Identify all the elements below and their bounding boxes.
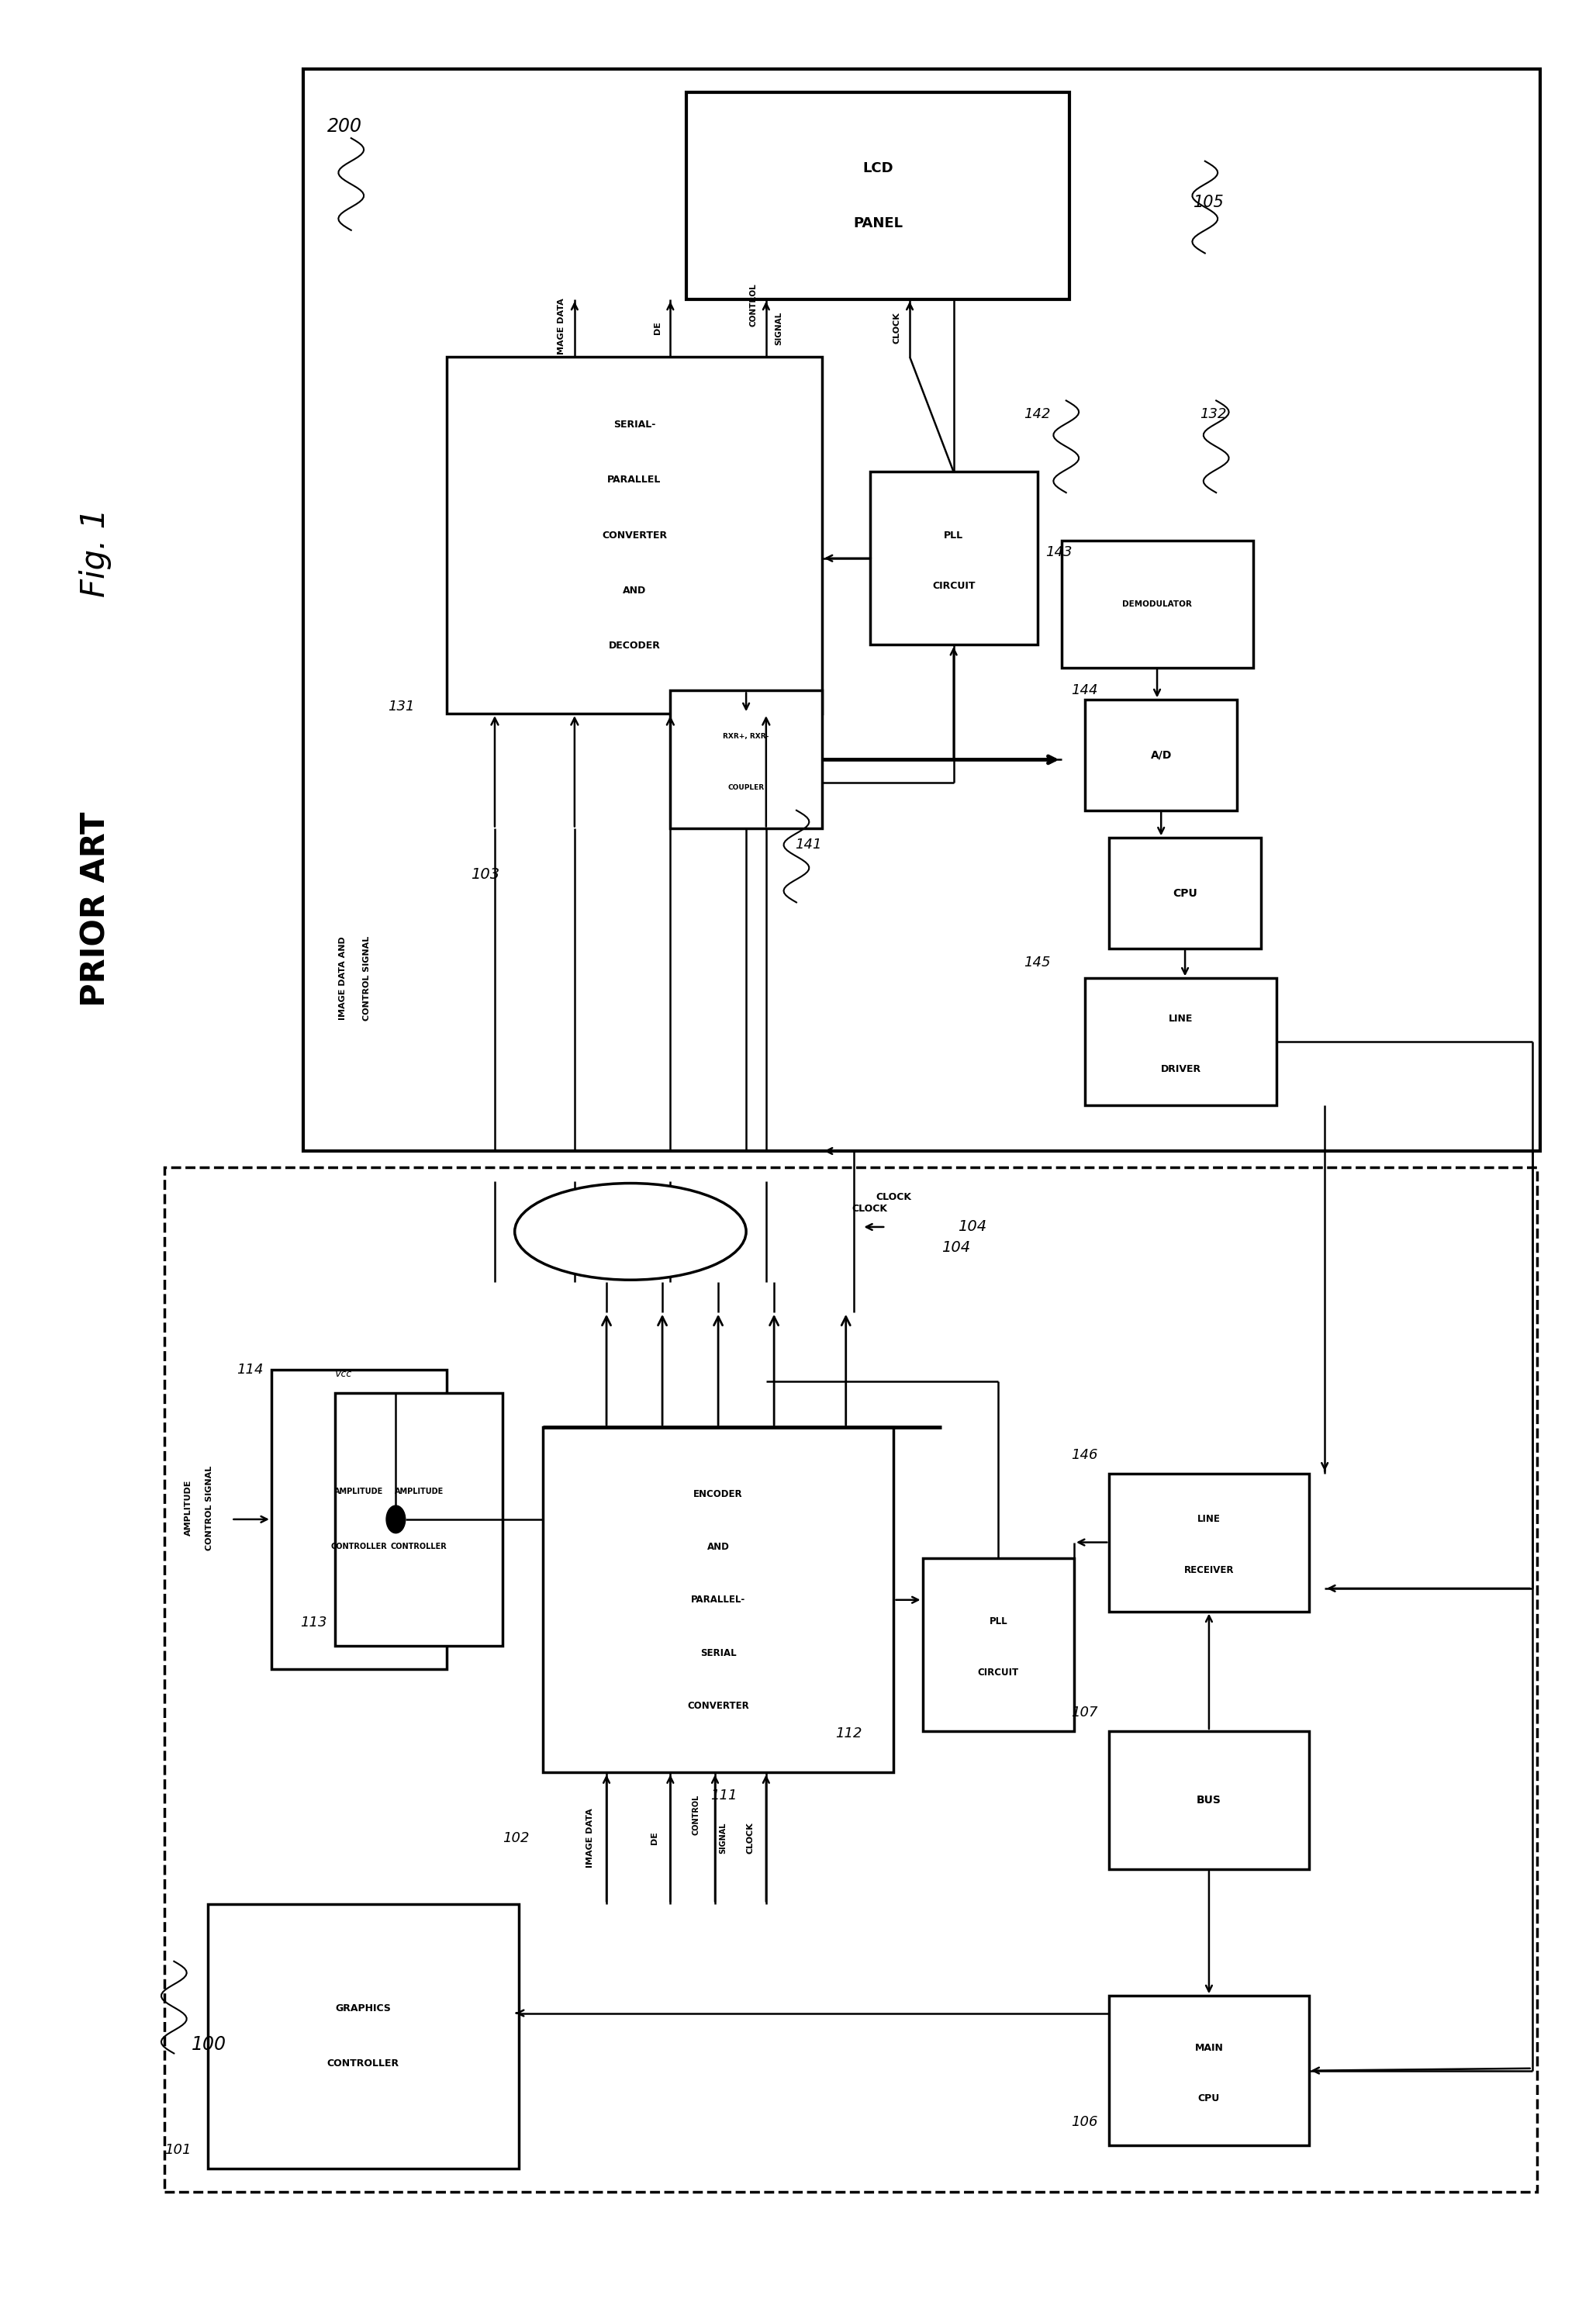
Text: 114: 114 [236, 1363, 263, 1377]
Bar [164, 1167, 1537, 2192]
Text: Fig. 1: Fig. 1 [80, 509, 112, 596]
Text: 113: 113 [300, 1616, 327, 1630]
Text: PARALLEL: PARALLEL [608, 474, 661, 486]
Text: DE: DE [654, 322, 661, 334]
Bar [1109, 1473, 1309, 1611]
Text: 104: 104 [942, 1241, 970, 1255]
Text: CONVERTER: CONVERTER [602, 529, 667, 541]
Bar [543, 1427, 894, 1773]
Text: CONTROL: CONTROL [693, 1796, 699, 1835]
Text: IMAGE DATA AND: IMAGE DATA AND [340, 937, 346, 1020]
Bar [1061, 541, 1253, 668]
Text: 106: 106 [1071, 2116, 1098, 2129]
Text: SERIAL-: SERIAL- [613, 419, 656, 430]
Text: CLOCK: CLOCK [852, 1204, 887, 1213]
Bar [271, 1370, 447, 1669]
Text: 104: 104 [958, 1220, 986, 1234]
Text: 132: 132 [1200, 407, 1227, 421]
Text: LCD: LCD [862, 161, 894, 175]
Text: PARALLEL-: PARALLEL- [691, 1595, 745, 1604]
Text: 145: 145 [1023, 955, 1050, 969]
Text: AMPLITUDE: AMPLITUDE [185, 1480, 192, 1535]
Text: Vcc: Vcc [335, 1370, 351, 1379]
Text: 200: 200 [327, 117, 362, 136]
Text: MAIN: MAIN [1195, 2042, 1223, 2053]
Text: A/D: A/D [1151, 750, 1171, 760]
Text: 101: 101 [164, 2143, 192, 2157]
Text: 102: 102 [503, 1830, 530, 1846]
Bar [686, 92, 1069, 299]
Text: CIRCUIT: CIRCUIT [932, 580, 975, 592]
Text: 111: 111 [710, 1789, 737, 1802]
Text: 112: 112 [835, 1726, 862, 1740]
Text: LINE: LINE [1168, 1013, 1194, 1024]
Text: CONTROL SIGNAL: CONTROL SIGNAL [364, 937, 370, 1020]
Bar [1109, 1996, 1309, 2145]
Text: CONTROLLER: CONTROLLER [391, 1542, 447, 1552]
Bar [670, 691, 822, 829]
Text: 141: 141 [795, 838, 822, 852]
Text: SIGNAL: SIGNAL [776, 311, 782, 345]
Text: CLOCK: CLOCK [747, 1823, 753, 1853]
Text: AND: AND [707, 1542, 729, 1552]
Text: CLOCK: CLOCK [876, 1192, 911, 1202]
Bar [303, 69, 1540, 1151]
Text: CIRCUIT: CIRCUIT [978, 1667, 1018, 1678]
Text: GRAPHICS: GRAPHICS [335, 2003, 391, 2014]
Text: CONTROL SIGNAL: CONTROL SIGNAL [206, 1466, 212, 1549]
Text: COUPLER: COUPLER [728, 783, 764, 792]
Bar [870, 472, 1037, 645]
Text: 103: 103 [471, 868, 500, 882]
Bar [1085, 700, 1237, 810]
Circle shape [386, 1506, 405, 1533]
Text: RECEIVER: RECEIVER [1184, 1565, 1234, 1575]
Text: CONVERTER: CONVERTER [688, 1701, 749, 1710]
Bar [207, 1904, 519, 2168]
Text: RXR+, RXR-: RXR+, RXR- [723, 732, 769, 741]
Text: 143: 143 [1045, 546, 1073, 559]
Text: AMPLITUDE: AMPLITUDE [335, 1487, 383, 1496]
Ellipse shape [516, 1183, 745, 1280]
Text: DE: DE [651, 1832, 658, 1844]
Text: 131: 131 [388, 700, 415, 714]
Text: BUS: BUS [1197, 1796, 1221, 1805]
Text: 100: 100 [192, 2035, 227, 2053]
Text: DEMODULATOR: DEMODULATOR [1122, 601, 1192, 608]
Text: PLL: PLL [990, 1616, 1007, 1628]
Text: DECODER: DECODER [608, 640, 661, 651]
Bar [1109, 1731, 1309, 1869]
Text: SERIAL: SERIAL [701, 1648, 736, 1657]
Text: CPU: CPU [1199, 2093, 1219, 2104]
Text: ENCODER: ENCODER [694, 1489, 742, 1499]
Bar [447, 357, 822, 714]
Bar [1109, 838, 1261, 948]
Text: 107: 107 [1071, 1706, 1098, 1720]
Text: CONTROLLER: CONTROLLER [327, 2058, 399, 2069]
Text: CONTROL: CONTROL [750, 283, 757, 327]
Text: IMAGE DATA: IMAGE DATA [587, 1809, 594, 1867]
Text: CPU: CPU [1173, 889, 1197, 898]
Text: SIGNAL: SIGNAL [720, 1823, 726, 1853]
Bar [335, 1393, 503, 1646]
Text: 105: 105 [1194, 196, 1224, 209]
Text: AMPLITUDE: AMPLITUDE [394, 1487, 444, 1496]
Text: CONTROLLER: CONTROLLER [330, 1542, 388, 1552]
Text: LINE: LINE [1197, 1515, 1221, 1524]
Text: IMAGE DATA: IMAGE DATA [559, 299, 565, 357]
Text: CLOCK: CLOCK [894, 313, 900, 343]
Text: AND: AND [622, 585, 646, 596]
Text: PLL: PLL [943, 529, 964, 541]
Text: 146: 146 [1071, 1448, 1098, 1462]
Text: DRIVER: DRIVER [1160, 1064, 1202, 1075]
Text: 142: 142 [1023, 407, 1050, 421]
Text: PANEL: PANEL [852, 216, 903, 230]
Text: 144: 144 [1071, 684, 1098, 698]
Text: PRIOR ART: PRIOR ART [80, 813, 112, 1006]
Bar [1085, 978, 1277, 1105]
Bar [922, 1558, 1074, 1731]
